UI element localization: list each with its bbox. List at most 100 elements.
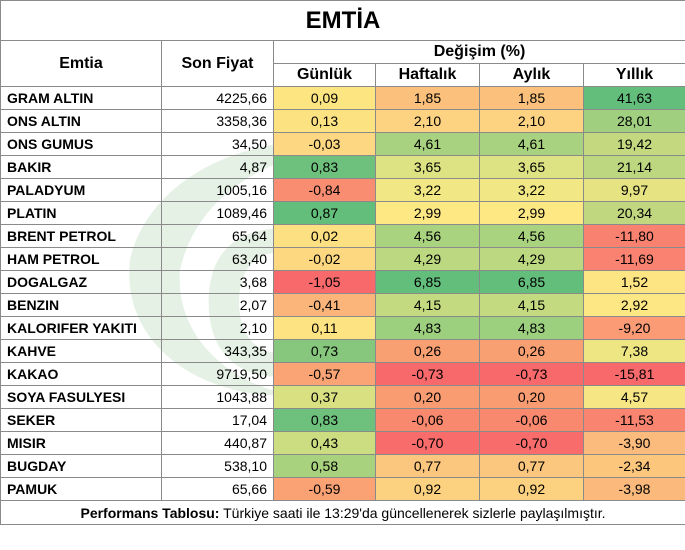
table-row: BUGDAY 538,10 0,58 0,77 0,77 -2,34 — [0, 454, 685, 478]
monthly-change: 0,92 — [479, 477, 584, 501]
header-yillik: Yıllık — [582, 63, 685, 87]
weekly-change: 6,85 — [375, 270, 480, 294]
table-row: MISIR 440,87 0,43 -0,70 -0,70 -3,90 — [0, 431, 685, 455]
footer-label: Performans Tablosu: — [80, 504, 220, 521]
daily-change: -0,03 — [273, 132, 376, 156]
daily-change: 0,13 — [273, 109, 376, 133]
yearly-change: 7,38 — [582, 339, 685, 363]
last-price: 1043,88 — [161, 385, 274, 409]
header-degisim: Değişim (%) — [272, 40, 685, 64]
last-price: 1089,46 — [161, 201, 274, 225]
daily-change: 0,83 — [273, 408, 376, 432]
last-price: 2,07 — [161, 293, 274, 317]
table-row: HAM PETROL 63,40 -0,02 4,29 4,29 -11,69 — [0, 247, 685, 271]
monthly-change: 4,56 — [479, 224, 584, 248]
daily-change: 0,73 — [273, 339, 376, 363]
header-emtia: Emtia — [0, 40, 162, 87]
table-row: BENZIN 2,07 -0,41 4,15 4,15 2,92 — [0, 293, 685, 317]
monthly-change: -0,06 — [479, 408, 584, 432]
commodity-name: GRAM ALTIN — [0, 86, 162, 110]
weekly-change: 0,77 — [375, 454, 480, 478]
yearly-change: -11,80 — [582, 224, 685, 248]
last-price: 440,87 — [161, 431, 274, 455]
weekly-change: 4,61 — [375, 132, 480, 156]
yearly-change: 28,01 — [582, 109, 685, 133]
monthly-change: 1,85 — [479, 86, 584, 110]
last-price: 65,66 — [161, 477, 274, 501]
daily-change: -0,84 — [273, 178, 376, 202]
daily-change: 0,02 — [273, 224, 376, 248]
commodity-name: BENZIN — [0, 293, 162, 317]
last-price: 2,10 — [161, 316, 274, 340]
header-son-fiyat: Son Fiyat — [161, 40, 274, 87]
weekly-change: 2,10 — [375, 109, 480, 133]
table-row: ONS GUMUS 34,50 -0,03 4,61 4,61 19,42 — [0, 132, 685, 156]
commodity-name: MISIR — [0, 431, 162, 455]
table-row: SEKER 17,04 0,83 -0,06 -0,06 -11,53 — [0, 408, 685, 432]
table-row: BRENT PETROL 65,64 0,02 4,56 4,56 -11,80 — [0, 224, 685, 248]
daily-change: -0,41 — [273, 293, 376, 317]
monthly-change: 3,65 — [479, 155, 584, 179]
last-price: 65,64 — [161, 224, 274, 248]
yearly-change: -3,98 — [582, 477, 685, 501]
last-price: 1005,16 — [161, 178, 274, 202]
header-haftalik: Haftalık — [375, 63, 480, 87]
yearly-change: -11,69 — [582, 247, 685, 271]
monthly-change: 4,15 — [479, 293, 584, 317]
commodity-table: EMTİA Emtia Son Fiyat Değişim (%) Günlük… — [0, 0, 685, 525]
monthly-change: 6,85 — [479, 270, 584, 294]
commodity-name: ONS ALTIN — [0, 109, 162, 133]
commodity-name: BUGDAY — [0, 454, 162, 478]
daily-change: 0,43 — [273, 431, 376, 455]
last-price: 3,68 — [161, 270, 274, 294]
header-gunluk: Günlük — [273, 63, 376, 87]
footer-note: Performans Tablosu: Türkiye saati ile 13… — [0, 500, 685, 525]
table-row: ONS ALTIN 3358,36 0,13 2,10 2,10 28,01 — [0, 109, 685, 133]
daily-change: 0,83 — [273, 155, 376, 179]
daily-change: -0,59 — [273, 477, 376, 501]
yearly-change: 19,42 — [582, 132, 685, 156]
last-price: 4,87 — [161, 155, 274, 179]
weekly-change: 0,92 — [375, 477, 480, 501]
monthly-change: -0,73 — [479, 362, 584, 386]
weekly-change: 4,29 — [375, 247, 480, 271]
weekly-change: -0,73 — [375, 362, 480, 386]
commodity-name: PAMUK — [0, 477, 162, 501]
yearly-change: 2,92 — [582, 293, 685, 317]
table-row: PALADYUM 1005,16 -0,84 3,22 3,22 9,97 — [0, 178, 685, 202]
yearly-change: 4,57 — [582, 385, 685, 409]
table-body: GRAM ALTIN 4225,66 0,09 1,85 1,85 41,63 ONS AL… — [0, 86, 685, 501]
commodity-name: SEKER — [0, 408, 162, 432]
monthly-change: 0,26 — [479, 339, 584, 363]
table-row: PLATIN 1089,46 0,87 2,99 2,99 20,34 — [0, 201, 685, 225]
monthly-change: 4,61 — [479, 132, 584, 156]
yearly-change: 9,97 — [582, 178, 685, 202]
monthly-change: 3,22 — [479, 178, 584, 202]
weekly-change: 0,26 — [375, 339, 480, 363]
commodity-name: KAKAO — [0, 362, 162, 386]
table-row: GRAM ALTIN 4225,66 0,09 1,85 1,85 41,63 — [0, 86, 685, 110]
commodity-name: PALADYUM — [0, 178, 162, 202]
last-price: 17,04 — [161, 408, 274, 432]
last-price: 3358,36 — [161, 109, 274, 133]
table-row: KAKAO 9719,50 -0,57 -0,73 -0,73 -15,81 — [0, 362, 685, 386]
commodity-name: KAHVE — [0, 339, 162, 363]
yearly-change: 21,14 — [582, 155, 685, 179]
commodity-name: KALORIFER YAKITI — [0, 316, 162, 340]
daily-change: 0,58 — [273, 454, 376, 478]
monthly-change: 0,77 — [479, 454, 584, 478]
yearly-change: -3,90 — [582, 431, 685, 455]
monthly-change: 4,29 — [479, 247, 584, 271]
yearly-change: -2,34 — [582, 454, 685, 478]
monthly-change: 2,10 — [479, 109, 584, 133]
last-price: 34,50 — [161, 132, 274, 156]
weekly-change: 2,99 — [375, 201, 480, 225]
yearly-change: -11,53 — [582, 408, 685, 432]
last-price: 9719,50 — [161, 362, 274, 386]
table-row: KAHVE 343,35 0,73 0,26 0,26 7,38 — [0, 339, 685, 363]
daily-change: -0,02 — [273, 247, 376, 271]
weekly-change: 4,15 — [375, 293, 480, 317]
last-price: 4225,66 — [161, 86, 274, 110]
weekly-change: 0,20 — [375, 385, 480, 409]
